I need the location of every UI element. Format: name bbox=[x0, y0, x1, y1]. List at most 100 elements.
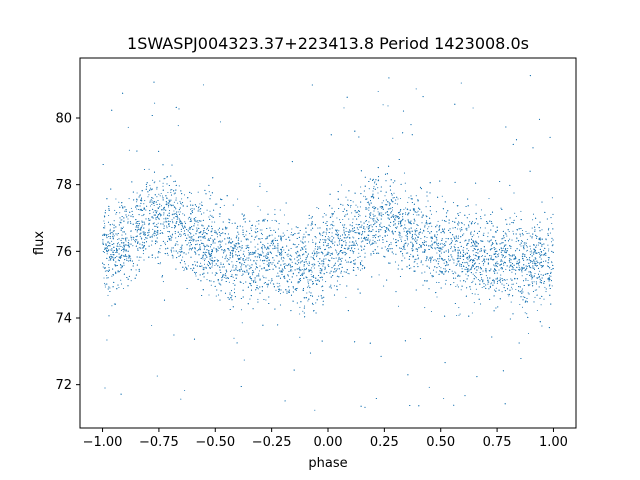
data-point bbox=[509, 223, 511, 225]
data-point bbox=[510, 301, 512, 303]
data-point bbox=[184, 221, 186, 223]
data-point bbox=[345, 251, 347, 253]
data-point bbox=[271, 279, 273, 282]
data-point bbox=[149, 187, 152, 189]
data-point bbox=[425, 206, 427, 208]
data-point bbox=[109, 249, 111, 251]
data-point bbox=[329, 237, 331, 239]
data-point bbox=[251, 253, 253, 255]
data-point bbox=[166, 225, 168, 227]
data-point bbox=[192, 269, 194, 271]
data-point bbox=[143, 213, 145, 215]
data-point bbox=[550, 241, 553, 243]
data-point bbox=[143, 203, 145, 205]
data-point bbox=[308, 241, 310, 243]
data-point bbox=[475, 204, 477, 206]
data-point bbox=[309, 279, 311, 281]
data-point bbox=[465, 273, 467, 275]
data-point bbox=[173, 250, 175, 252]
data-point bbox=[104, 225, 106, 227]
data-point bbox=[467, 263, 469, 265]
data-point bbox=[336, 232, 338, 234]
data-point bbox=[228, 240, 230, 242]
data-point bbox=[413, 261, 415, 263]
data-point bbox=[396, 226, 398, 228]
data-point bbox=[456, 284, 458, 286]
data-point bbox=[206, 228, 208, 230]
data-point bbox=[547, 250, 550, 252]
data-point bbox=[462, 254, 464, 256]
data-point bbox=[529, 248, 532, 250]
data-point bbox=[524, 269, 526, 271]
data-point bbox=[315, 280, 317, 282]
data-point bbox=[148, 194, 150, 196]
data-point bbox=[446, 264, 448, 266]
data-point bbox=[111, 235, 114, 237]
data-point bbox=[299, 257, 301, 259]
data-point bbox=[506, 235, 508, 237]
data-point bbox=[122, 287, 125, 290]
data-point bbox=[124, 249, 126, 251]
data-point bbox=[357, 229, 359, 231]
data-point bbox=[130, 207, 132, 209]
data-point bbox=[455, 277, 457, 279]
data-point bbox=[384, 195, 386, 197]
data-point bbox=[494, 267, 496, 270]
data-point bbox=[245, 264, 247, 267]
data-point bbox=[115, 198, 117, 200]
data-point bbox=[333, 285, 335, 287]
data-point bbox=[406, 245, 409, 247]
data-point bbox=[118, 201, 120, 203]
data-point bbox=[380, 222, 382, 224]
data-point bbox=[249, 298, 251, 300]
data-point bbox=[194, 251, 196, 253]
data-point bbox=[402, 255, 404, 257]
data-point bbox=[182, 256, 184, 258]
data-point bbox=[481, 286, 483, 289]
data-point bbox=[155, 230, 157, 232]
data-point bbox=[236, 266, 238, 268]
data-point bbox=[206, 263, 208, 265]
data-point bbox=[472, 273, 474, 275]
data-point bbox=[432, 259, 435, 261]
data-point bbox=[191, 208, 193, 210]
data-point bbox=[202, 242, 204, 245]
data-point bbox=[328, 239, 330, 241]
data-point bbox=[347, 247, 349, 249]
data-point bbox=[539, 256, 541, 258]
data-point bbox=[308, 269, 310, 271]
data-point bbox=[416, 263, 418, 265]
data-point bbox=[515, 215, 518, 217]
data-point bbox=[381, 212, 383, 214]
data-point bbox=[490, 283, 492, 285]
data-point bbox=[525, 278, 527, 280]
data-point bbox=[211, 264, 214, 266]
data-point bbox=[468, 254, 471, 256]
data-point bbox=[232, 264, 234, 266]
data-point bbox=[168, 210, 171, 212]
data-point bbox=[162, 185, 164, 187]
data-point bbox=[416, 250, 418, 252]
data-point bbox=[455, 237, 458, 239]
data-point bbox=[257, 205, 259, 207]
data-point bbox=[399, 197, 402, 200]
data-point bbox=[454, 240, 457, 242]
data-point bbox=[331, 241, 333, 243]
data-point bbox=[345, 214, 347, 216]
data-point bbox=[394, 223, 396, 225]
data-point bbox=[455, 285, 457, 288]
data-point bbox=[540, 304, 542, 306]
data-point bbox=[104, 227, 106, 229]
data-point bbox=[487, 232, 489, 234]
data-point bbox=[377, 187, 379, 189]
data-point bbox=[452, 202, 455, 204]
data-point bbox=[473, 260, 475, 262]
data-point bbox=[525, 256, 528, 259]
data-point bbox=[534, 289, 536, 291]
data-point bbox=[203, 244, 205, 246]
data-point bbox=[271, 219, 273, 222]
data-point bbox=[471, 220, 474, 222]
data-point bbox=[161, 209, 163, 211]
data-point bbox=[171, 188, 173, 191]
